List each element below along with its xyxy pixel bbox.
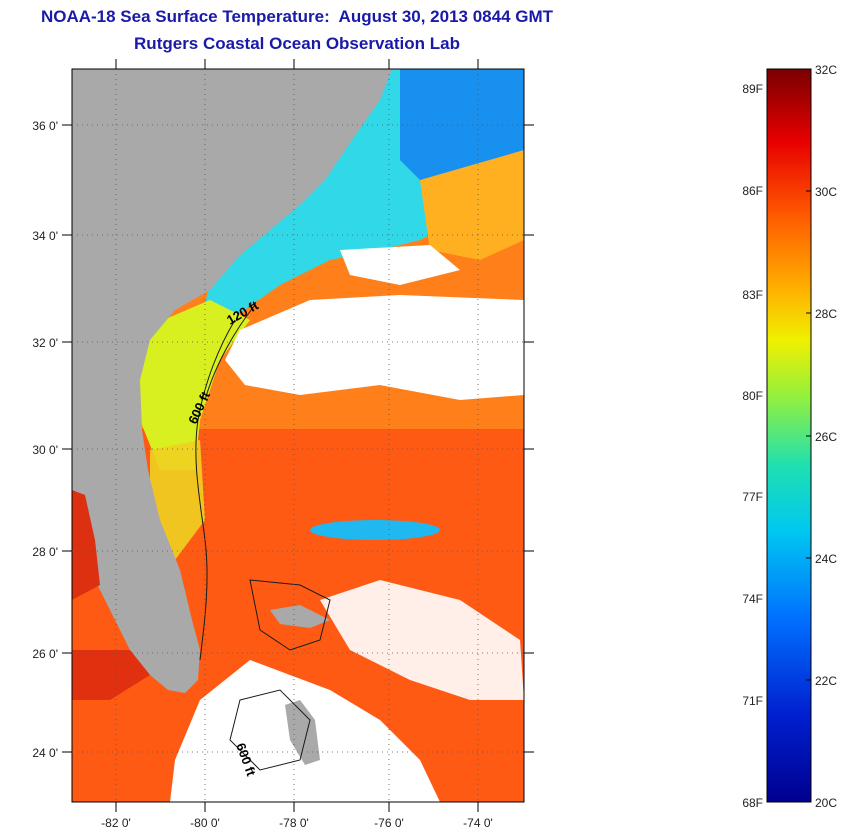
island-andros <box>285 700 320 765</box>
fahrenheit-label: 71F <box>742 694 763 708</box>
florida-bay-water <box>72 650 150 700</box>
celsius-label: 32C <box>815 63 837 77</box>
fahrenheit-label: 83F <box>742 288 763 302</box>
lat-label: 34 0' <box>32 229 58 243</box>
contour-bahama-bank <box>249 579 331 651</box>
celsius-label: 20C <box>815 796 837 810</box>
fahrenheit-label: 77F <box>742 490 763 504</box>
lon-label: -82 0' <box>101 816 131 830</box>
lat-label: 26 0' <box>32 647 58 661</box>
contour-line-120ft <box>204 304 256 401</box>
map-frame <box>71 68 525 803</box>
graticule <box>72 69 524 802</box>
lat-label: 30 0' <box>32 443 58 457</box>
sst-map: 120 ft 600 ft 600 ft <box>72 69 524 802</box>
celsius-label: 30C <box>815 185 837 199</box>
lon-label: -74 0' <box>463 816 493 830</box>
contour-great-bahama-bank <box>229 689 311 771</box>
celsius-label: 28C <box>815 307 837 321</box>
celsius-label: 26C <box>815 430 837 444</box>
lon-label: -76 0' <box>374 816 404 830</box>
island-grand-bahama <box>270 605 330 628</box>
fahrenheit-label: 80F <box>742 389 763 403</box>
contour-line-600ft <box>195 319 236 661</box>
gulf-stream-north <box>420 150 524 260</box>
celsius-label: 22C <box>815 674 837 688</box>
axis-ticks <box>62 59 534 812</box>
colorbar-c-ticks <box>806 68 811 803</box>
lat-label: 28 0' <box>32 545 58 559</box>
lon-label: -80 0' <box>190 816 220 830</box>
lon-label: -78 0' <box>279 816 309 830</box>
fahrenheit-label: 86F <box>742 184 763 198</box>
gulf-coast-water <box>72 490 100 600</box>
cold-patch <box>310 520 440 540</box>
celsius-label: 24C <box>815 552 837 566</box>
fahrenheit-label: 74F <box>742 592 763 606</box>
lat-label: 36 0' <box>32 119 58 133</box>
cloud-cover-north <box>225 295 524 400</box>
map-title: NOAA-18 Sea Surface Temperature: August … <box>40 7 554 26</box>
colorbar <box>766 68 812 803</box>
land-mainland <box>72 69 392 693</box>
fahrenheit-label: 89F <box>742 82 763 96</box>
lat-label: 32 0' <box>32 336 58 350</box>
fahrenheit-label: 68F <box>742 796 763 810</box>
cloud-cover-bahamas <box>320 580 524 700</box>
map-subtitle: Rutgers Coastal Ocean Observation Lab <box>134 34 460 53</box>
lat-label: 24 0' <box>32 746 58 760</box>
cloud-patch <box>340 245 460 285</box>
